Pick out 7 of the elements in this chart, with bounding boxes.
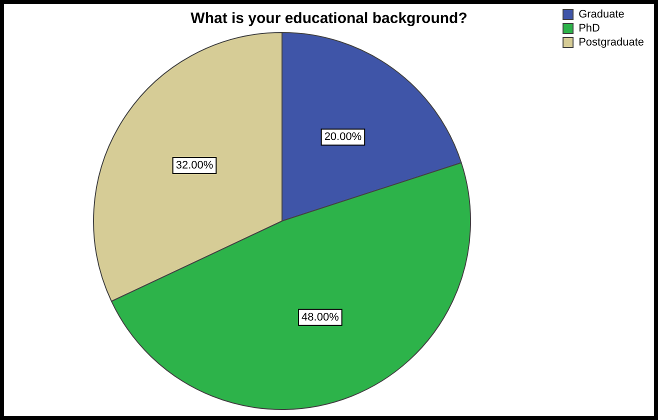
legend-label: Postgraduate: [578, 36, 644, 49]
chart-title: What is your educational background?: [190, 10, 468, 28]
legend-label: PhD: [578, 22, 600, 35]
legend-label: Graduate: [578, 8, 624, 21]
data-label: 20.00%: [324, 131, 362, 144]
data-label: 32.00%: [176, 159, 214, 172]
data-label: 48.00%: [302, 311, 340, 324]
